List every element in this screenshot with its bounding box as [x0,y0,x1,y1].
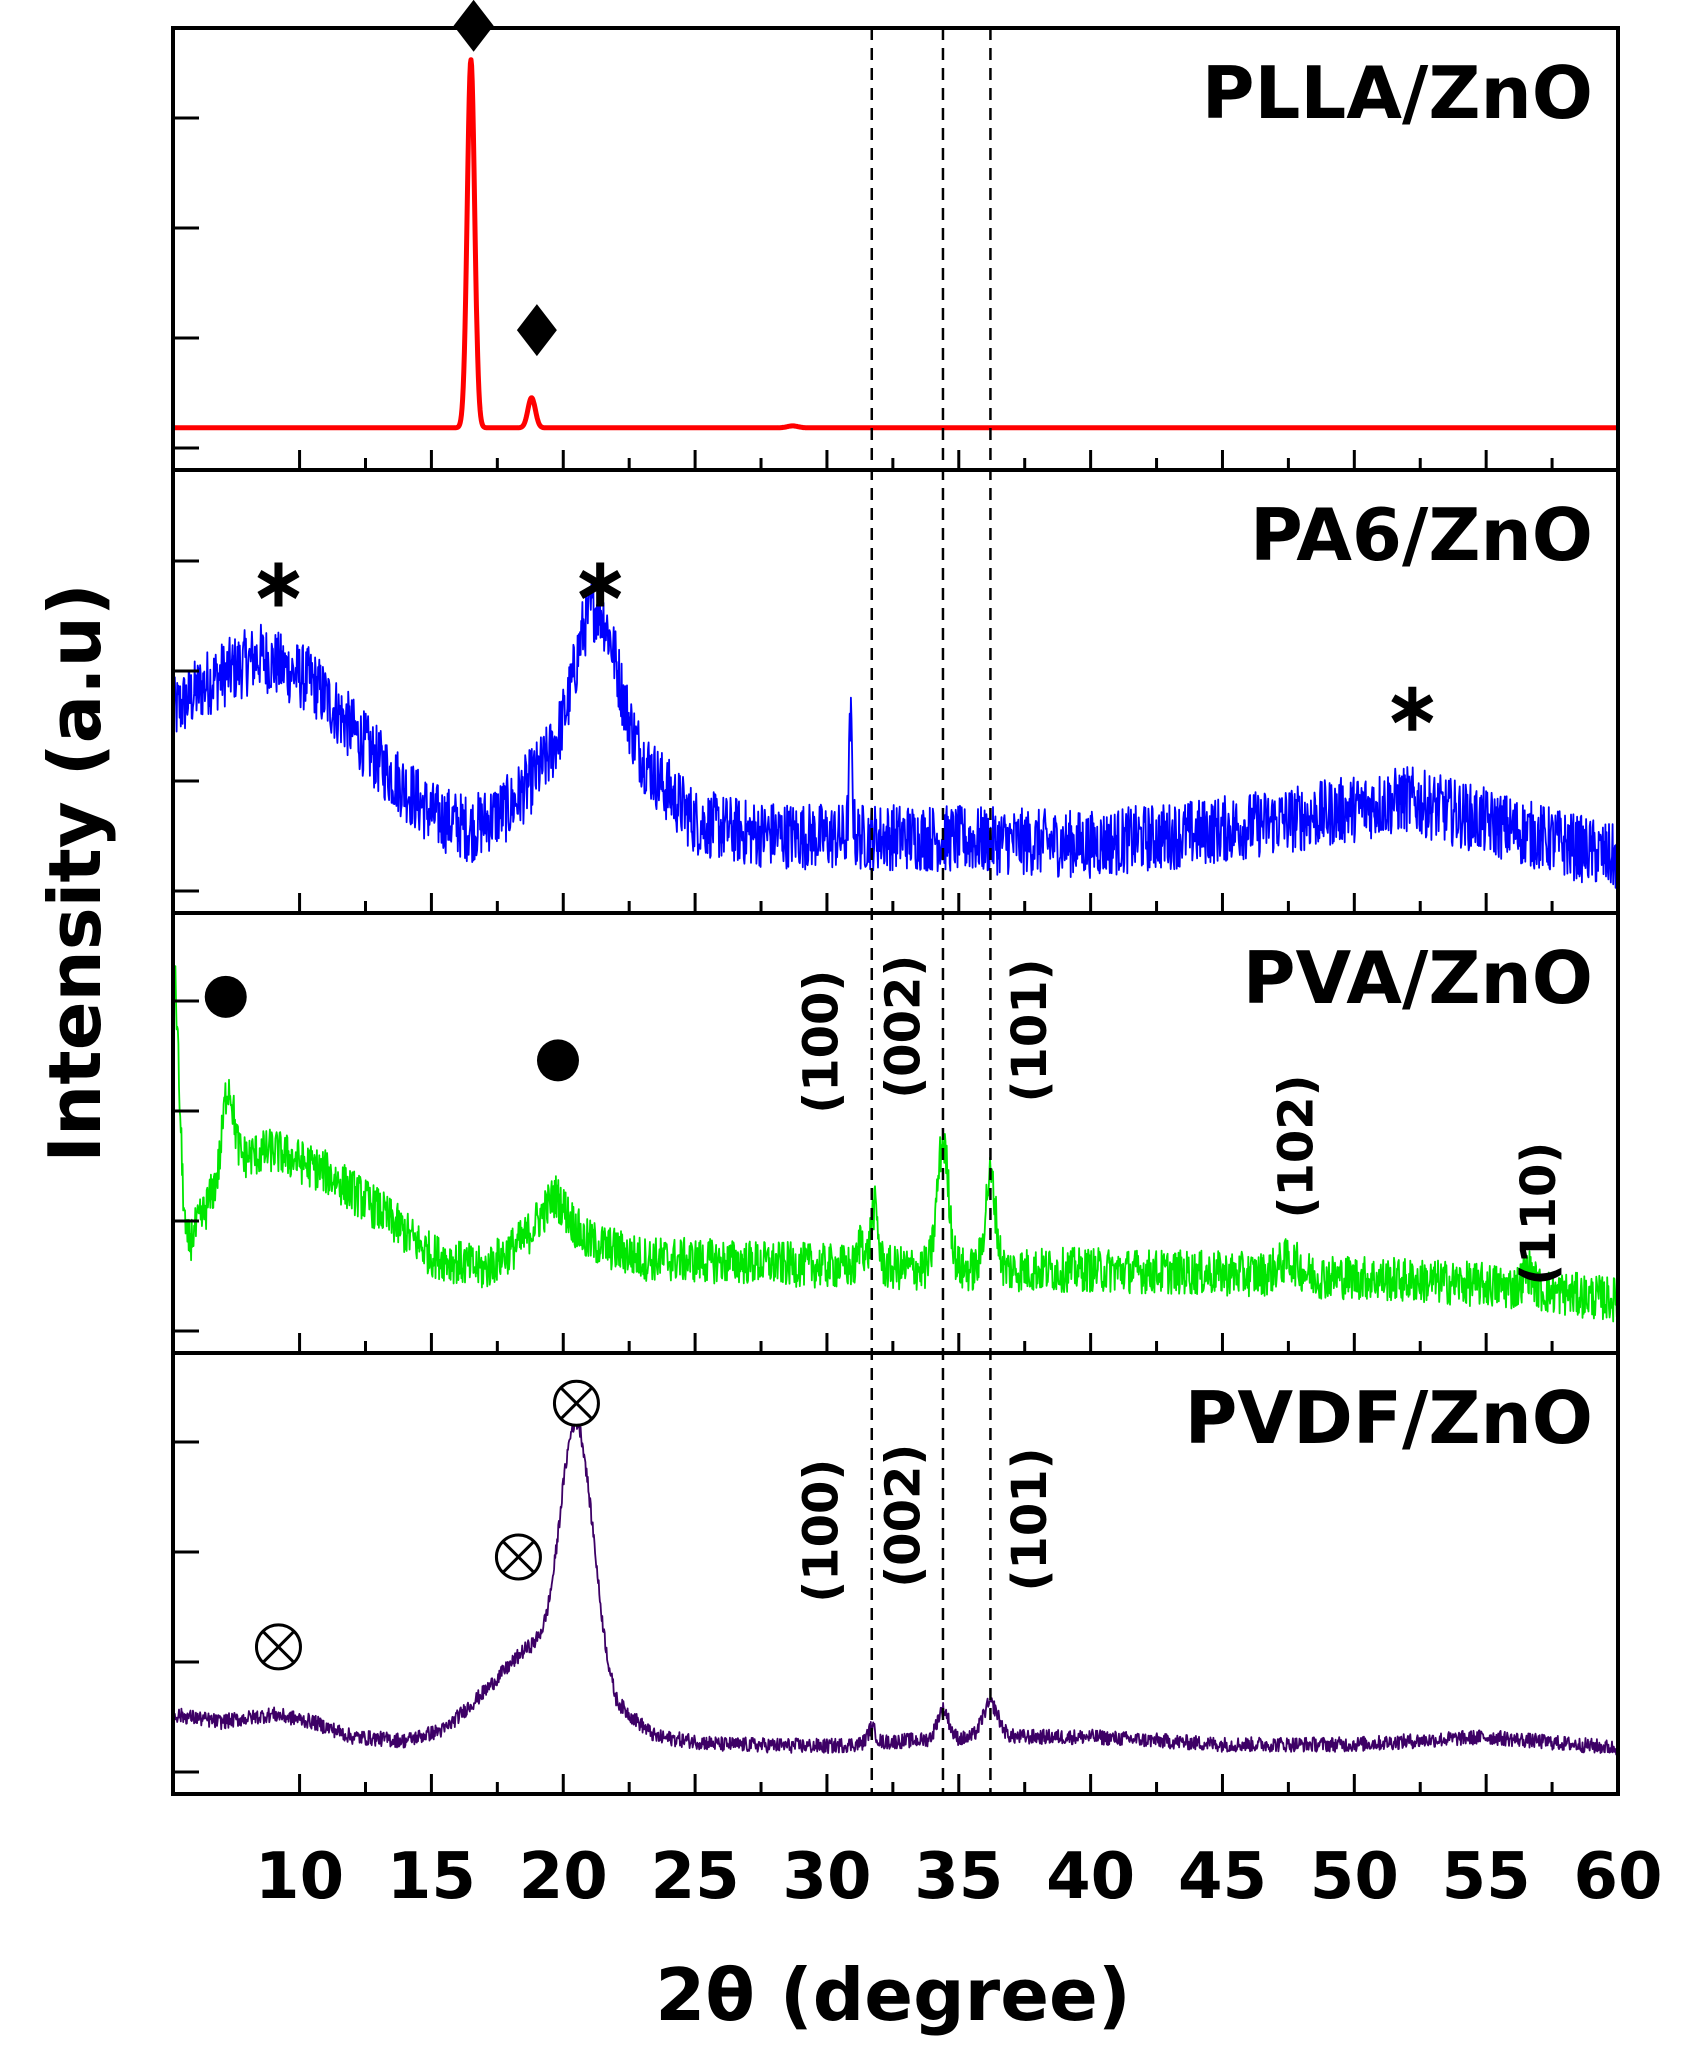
panel-title: PVDF/ZnO [1185,1376,1593,1460]
hkl-label: (100) [794,970,850,1114]
x-axis-label: 2θ (degree) [655,1953,1131,2037]
hkl-label: (102) [1268,1074,1324,1218]
panel-title: PA6/ZnO [1250,493,1593,577]
x-tick-label: 35 [914,1840,1003,1914]
y-axis-label: Intensity (a.u) [33,583,117,1163]
panel-plla-zno: PLLA/ZnO [173,0,1620,470]
x-tick-label: 40 [1046,1840,1135,1914]
x-tick-labels: 10 15 20 25 30 35 40 45 50 55 60 [255,1840,1662,1914]
asterisk-marker [579,562,622,607]
x-tick-label: 25 [651,1840,740,1914]
x-tick-label: 15 [387,1840,476,1914]
xrd-curve [173,581,1618,889]
panel-frame [171,1351,1620,1796]
dot-marker [204,975,247,1018]
x-tick-label: 45 [1178,1840,1267,1914]
asterisk-stroke [579,570,622,599]
asterisk-marker [257,562,300,607]
otimes-cross [559,1386,594,1420]
hkl-label: (100) [794,1459,850,1603]
panel-pva-zno: (100) (002) (101) (102) (110) PVA/ZnO [173,936,1620,1353]
otimes-marker [494,1533,542,1581]
diamond-marker [453,0,494,52]
otimes-marker [254,1623,302,1671]
xrd-curve [173,57,1618,431]
otimes-marker [552,1379,600,1427]
diamond-marker [516,304,557,357]
hkl-label: (101) [1002,1447,1058,1591]
x-tick-label: 50 [1310,1840,1399,1914]
otimes-cross [501,1540,535,1574]
x-tick-label: 30 [782,1840,871,1914]
panel-title: PVA/ZnO [1243,936,1593,1020]
panel-pa6-zno: PA6/ZnO [173,493,1620,913]
x-tick-label: 55 [1442,1840,1531,1914]
otimes-cross [261,1630,296,1664]
panels-layer: PLLA/ZnO PA6/ZnO (100) (002) (101) (102) (110)… [171,0,1620,1796]
asterisk-stroke [1391,694,1434,724]
asterisk-stroke [257,570,300,599]
hkl-label: (101) [1002,958,1058,1102]
xrd-curve [173,1415,1618,1756]
hkl-label: (110) [1511,1142,1567,1286]
panel-pvdf-zno: (100) (002) (101) PVDF/ZnO [173,1376,1620,1794]
asterisk-marker [1391,686,1434,731]
xrd-curve [173,965,1618,1323]
hkl-label: (002) [875,955,931,1099]
dot-marker [536,1039,579,1082]
x-tick-label: 20 [519,1840,608,1914]
panel-title: PLLA/ZnO [1202,51,1593,135]
x-tick-label: 10 [255,1840,344,1914]
hkl-label: (002) [875,1444,931,1588]
x-tick-label: 60 [1573,1840,1662,1914]
